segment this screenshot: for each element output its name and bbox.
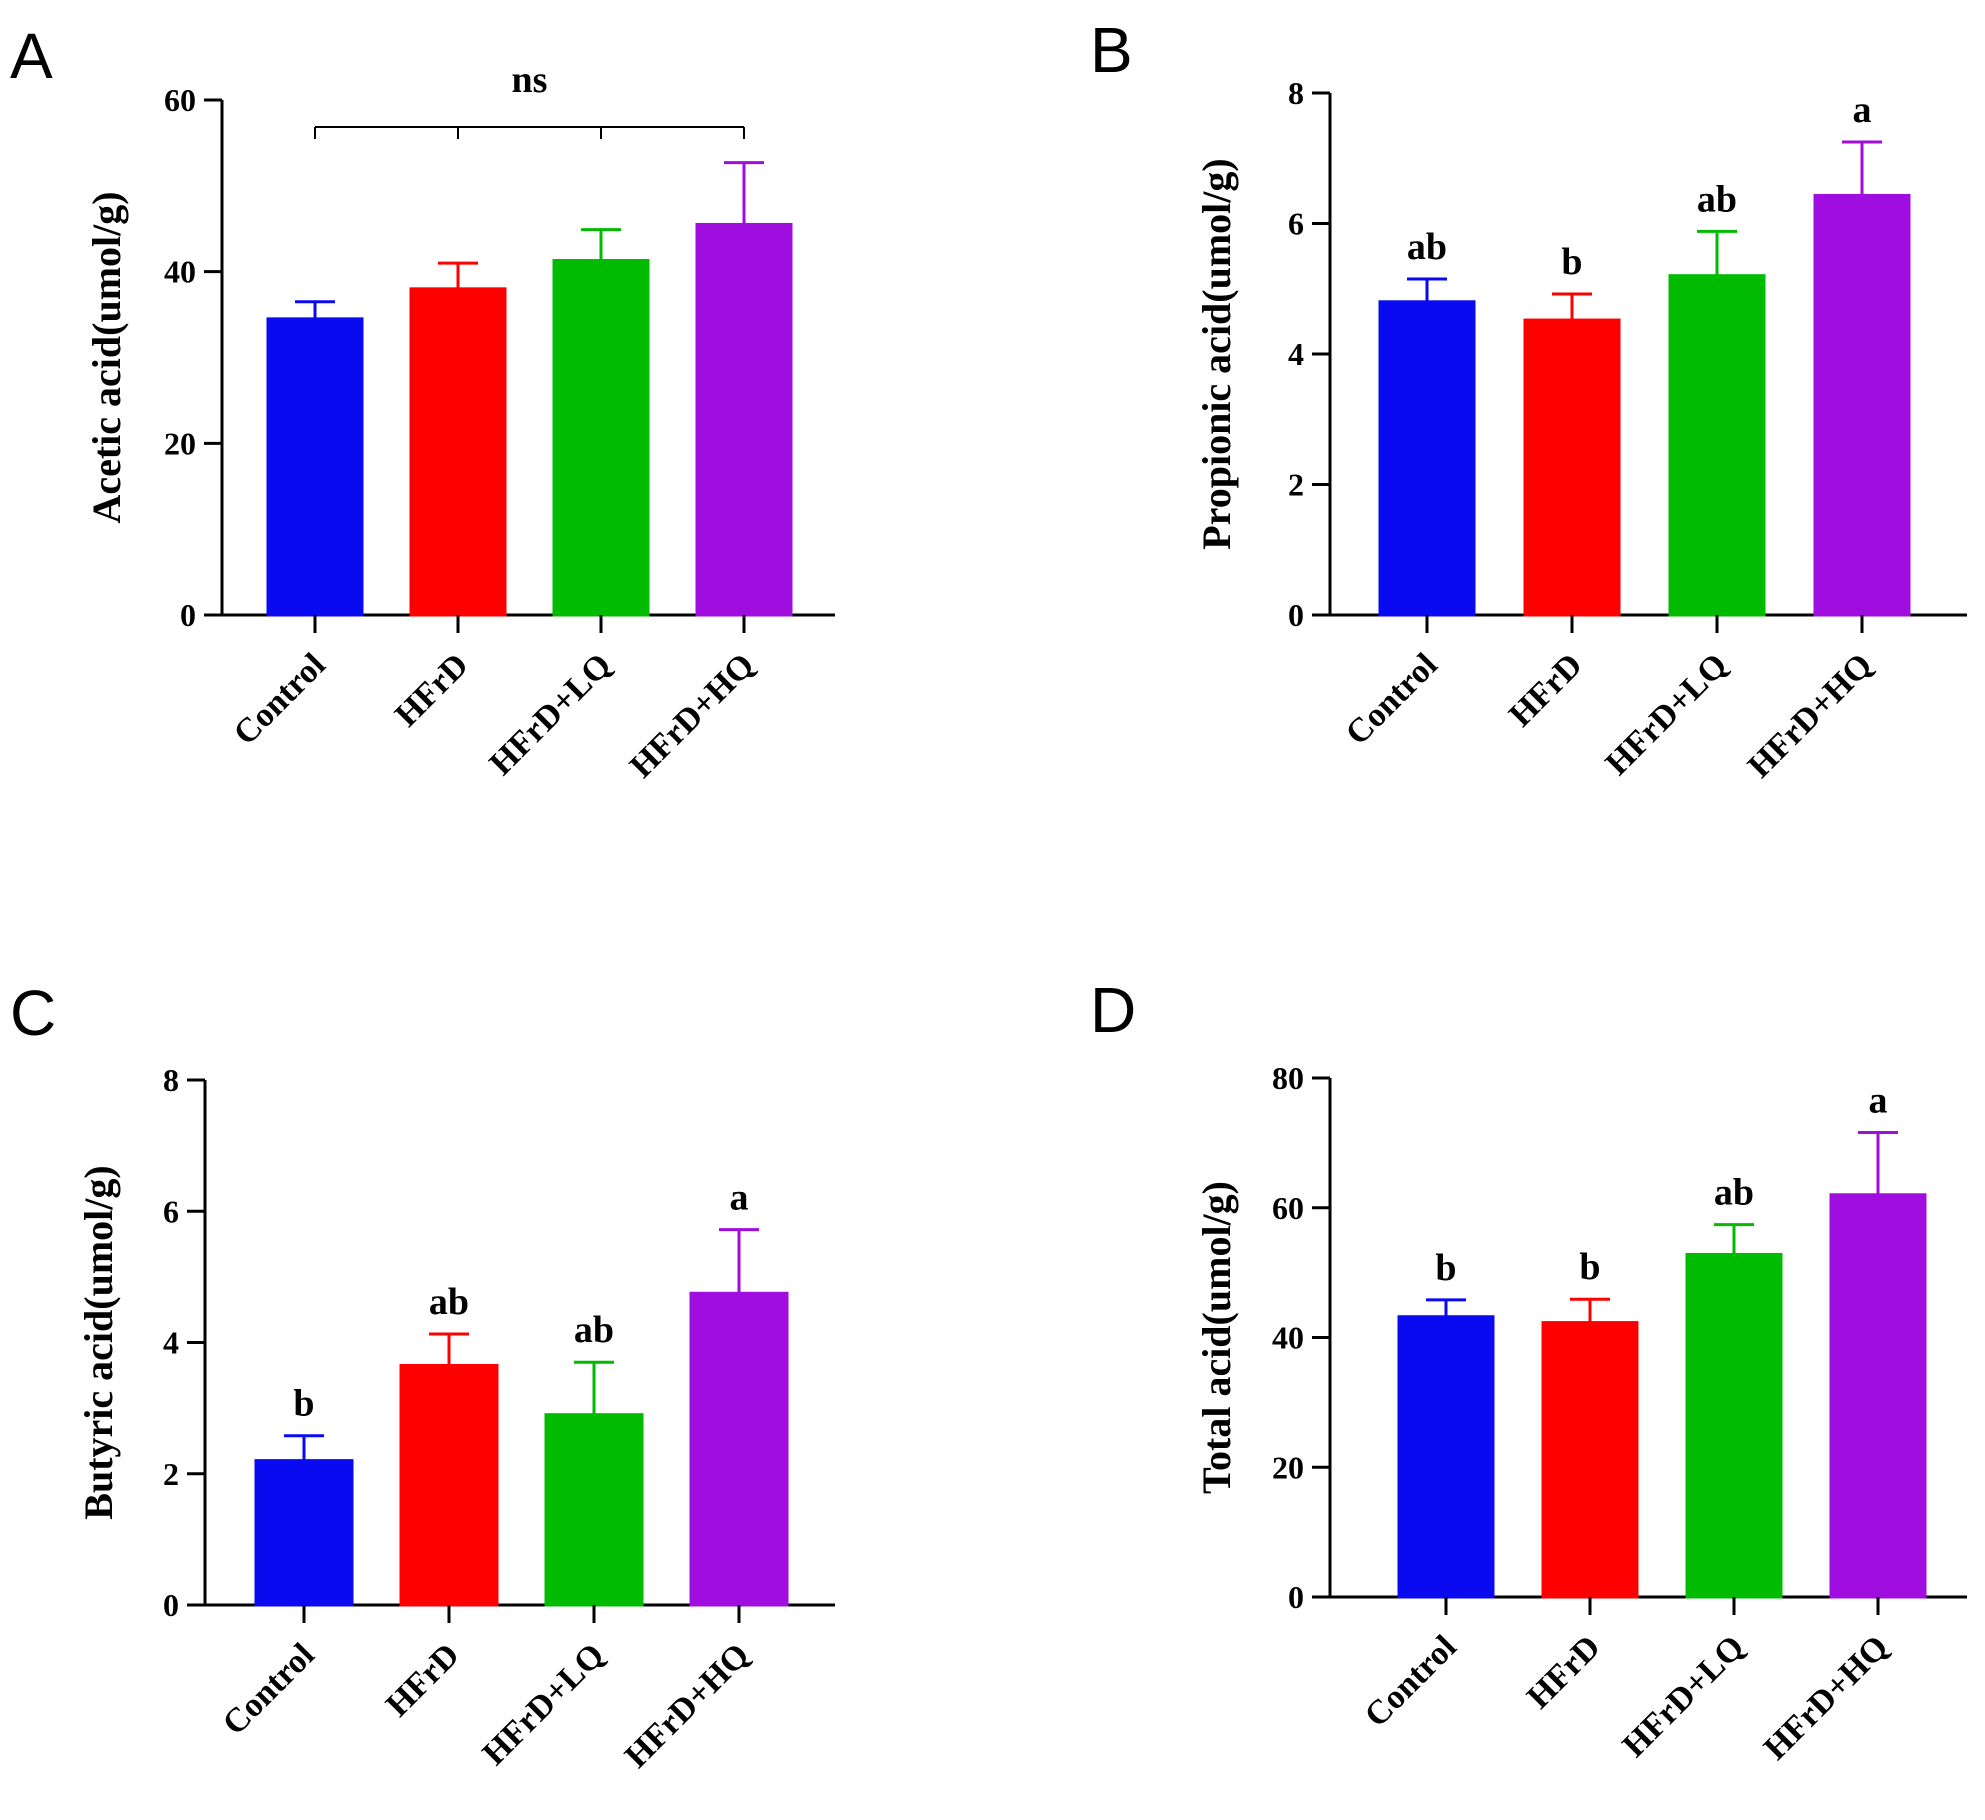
x-tick-label: HFrD+LQ — [483, 646, 619, 782]
bar-hfrd — [1541, 1321, 1639, 1599]
x-tick-label: Control — [1339, 646, 1445, 752]
x-tick-label: HFrD+LQ — [1616, 1628, 1752, 1764]
y-axis-label: Butyric acid(umol/g) — [76, 1165, 121, 1519]
y-tick-label: 60 — [1272, 1190, 1304, 1226]
bar-hfrd-lq — [1685, 1252, 1783, 1599]
y-tick-label: 0 — [180, 597, 196, 633]
significance-label: b — [1579, 1246, 1600, 1288]
bracket-label: ns — [512, 59, 548, 101]
bar-hfrd — [399, 1363, 499, 1607]
y-tick-label: 0 — [163, 1587, 179, 1623]
x-tick-label: HFrD+LQ — [476, 1636, 612, 1772]
bar-hfrd-hq — [1829, 1193, 1927, 1599]
y-tick-label: 4 — [1288, 336, 1304, 372]
bar-hfrd-hq — [689, 1291, 789, 1607]
y-tick-label: 2 — [1288, 467, 1304, 503]
significance-label: ab — [1714, 1172, 1754, 1214]
bar-control — [1397, 1315, 1495, 1599]
y-tick-label: 40 — [164, 254, 196, 290]
significance-label: a — [1853, 89, 1872, 131]
panel-c: C Butyric acid(umol/g) 0 2 4 6 8 Control b HFrD ab… — [10, 977, 835, 1775]
x-tick-label: HFrD+HQ — [623, 646, 762, 785]
panel-letter: B — [1090, 14, 1133, 86]
x-tick-label: HFrD+HQ — [1757, 1628, 1896, 1767]
y-axis-label: Total acid(umol/g) — [1194, 1181, 1239, 1494]
bar-hfrd-lq — [544, 1413, 644, 1607]
significance-label: b — [1435, 1247, 1456, 1289]
panel-letter: C — [10, 977, 56, 1049]
significance-label: b — [1561, 241, 1582, 283]
significance-label: a — [730, 1177, 749, 1219]
x-tick-label: HFrD — [1502, 646, 1590, 734]
bar-hfrd-hq — [695, 222, 793, 617]
panel-letter: D — [1090, 974, 1136, 1046]
y-tick-label: 40 — [1272, 1320, 1304, 1356]
y-tick-label: 0 — [1288, 597, 1304, 633]
significance-label: ab — [574, 1309, 614, 1351]
bar-hfrd-lq — [552, 259, 650, 617]
x-tick-label: HFrD — [388, 646, 476, 734]
y-tick-label: 8 — [163, 1062, 179, 1098]
y-tick-label: 6 — [1288, 206, 1304, 242]
y-axis-label: Propionic acid(umol/g) — [1194, 158, 1239, 549]
significance-label: a — [1869, 1079, 1888, 1121]
y-tick-label: 4 — [163, 1325, 179, 1361]
y-tick-label: 80 — [1272, 1060, 1304, 1096]
panel-d: D Total acid(umol/g) 0 20 40 60 80 Control b HFrD… — [1090, 974, 1967, 1767]
x-tick-label: Control — [227, 646, 333, 752]
x-tick-label: Control — [1358, 1628, 1464, 1734]
x-tick-label: HFrD+HQ — [618, 1636, 757, 1775]
x-tick-label: HFrD — [379, 1636, 467, 1724]
bar-hfrd — [409, 287, 507, 617]
y-tick-label: 8 — [1288, 75, 1304, 111]
bar-control — [266, 317, 364, 617]
y-axis-label: Acetic acid(umol/g) — [84, 191, 129, 523]
bar-hfrd-hq — [1813, 193, 1911, 617]
bar-control — [254, 1459, 354, 1607]
bar-hfrd-lq — [1668, 274, 1766, 617]
x-tick-label: HFrD+LQ — [1599, 646, 1735, 782]
significance-label: b — [293, 1383, 314, 1425]
x-tick-label: Control — [216, 1636, 322, 1742]
x-tick-label: HFrD — [1520, 1628, 1608, 1716]
bar-control — [1378, 300, 1476, 617]
panel-letter: A — [10, 20, 53, 92]
significance-label: ab — [429, 1281, 469, 1323]
y-tick-label: 2 — [163, 1456, 179, 1492]
x-tick-label: HFrD+HQ — [1741, 646, 1880, 785]
significance-label: ab — [1697, 178, 1737, 220]
y-tick-label: 6 — [163, 1193, 179, 1229]
y-tick-label: 20 — [164, 425, 196, 461]
y-tick-label: 60 — [164, 82, 196, 118]
y-tick-label: 0 — [1288, 1579, 1304, 1615]
y-tick-label: 20 — [1272, 1449, 1304, 1485]
significance-label: ab — [1407, 226, 1447, 268]
bar-hfrd — [1523, 318, 1621, 617]
